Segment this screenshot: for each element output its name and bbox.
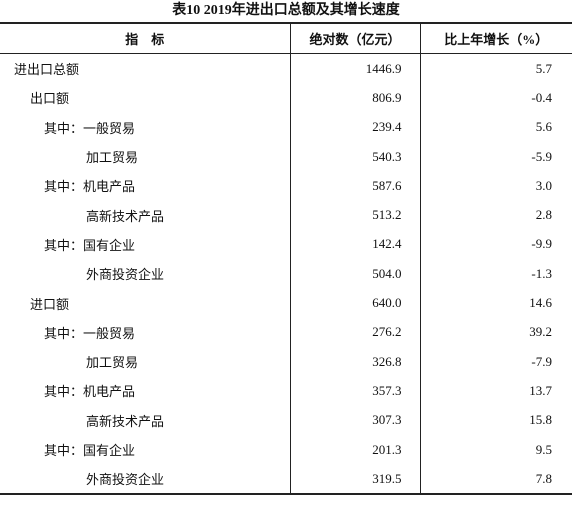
value-cell: 239.4 [289,112,420,142]
value-cell: -1.3 [419,259,572,289]
value-cell: 513.2 [289,200,420,230]
row-label: 外商投资企业 [86,472,165,488]
value-cell: 7.8 [419,464,572,495]
value-cell: 540.3 [289,141,420,172]
value-cell: 587.6 [289,171,420,201]
value-cell: 1446.9 [289,53,420,84]
table-row: 高新技术产品 307.3 15.8 [0,405,572,435]
value-cell: 5.7 [419,53,572,84]
row-label: 其中：国有企业 [44,443,136,458]
table-row: 其中：机电产品 357.3 13.7 [0,376,572,406]
table-row: 出口额 806.9 -0.4 [0,83,572,113]
table-row: 其中：一般贸易 276.2 39.2 [0,317,572,347]
row-label: 加工贸易 [86,355,139,371]
value-cell: 13.7 [419,376,572,406]
table-body: 进出口总额 1446.9 5.7 出口额 806.9 -0.4 其中：一般贸易 239.4 5.… [0,53,572,495]
header-cell: 比上年增长（%） [419,23,572,54]
value-cell: 15.8 [419,405,572,435]
value-cell: 201.3 [289,434,420,465]
value-cell: 14.6 [419,288,572,318]
value-cell: -0.4 [419,83,572,113]
value-cell: 5.6 [419,112,572,142]
row-label: 其中：机电产品 [44,384,136,400]
row-label: 加工贸易 [86,150,139,166]
table-row: 进口额 640.0 14.6 [0,288,572,318]
row-label: 进口额 [30,296,70,312]
header-cell: 指 标 [0,23,290,54]
table-row: 高新技术产品 513.2 2.8 [0,200,572,230]
value-cell: -7.9 [419,346,572,377]
row-label: 其中：机电产品 [44,179,136,195]
value-cell: 326.8 [289,346,420,377]
data-table: 指 标 绝对数（亿元） 比上年增长（%） 进出口总额 1446.9 5.7 出口额 80… [0,22,572,496]
value-cell: 307.3 [289,405,420,435]
value-cell: 504.0 [289,259,420,289]
row-label: 高新技术产品 [86,208,165,224]
value-cell: 3.0 [419,171,572,201]
row-label: 其中：一般贸易 [44,325,136,341]
row-label: 出口额 [30,91,70,107]
header-row: 指 标 绝对数（亿元） 比上年增长（%） [0,23,572,54]
value-cell: -5.9 [419,141,572,172]
value-cell: 9.5 [419,434,572,465]
table-row: 外商投资企业 319.5 7.8 [0,464,572,495]
value-cell: 2.8 [419,200,572,230]
value-cell: 39.2 [419,317,572,347]
table-row: 加工贸易 540.3 -5.9 [0,141,572,172]
table-row: 其中：国有企业 142.4 -9.9 [0,229,572,260]
table-row: 其中：国有企业 201.3 9.5 [0,434,572,465]
table-row: 其中：一般贸易 239.4 5.6 [0,112,572,142]
row-label: 高新技术产品 [86,413,165,429]
value-cell: 142.4 [289,229,420,260]
value-cell: 806.9 [289,83,420,113]
row-label: 其中：一般贸易 [44,120,136,136]
row-label: 外商投资企业 [86,267,165,283]
value-cell: 357.3 [289,376,420,406]
table-title: 表10 2019年进出口总额及其增长速度 [172,3,400,18]
row-label: 其中：国有企业 [44,237,136,253]
value-cell: 640.0 [289,288,420,318]
value-cell: 319.5 [289,464,420,495]
table-row: 其中：机电产品 587.6 3.0 [0,171,572,201]
row-label: 进出口总额 [14,62,80,78]
value-cell: 276.2 [289,317,420,347]
table-row: 外商投资企业 504.0 -1.3 [0,259,572,289]
table-row: 加工贸易 326.8 -7.9 [0,346,572,377]
header-cell: 绝对数（亿元） [289,23,420,54]
value-cell: -9.9 [419,229,572,260]
table-row: 进出口总额 1446.9 5.7 [0,53,572,84]
